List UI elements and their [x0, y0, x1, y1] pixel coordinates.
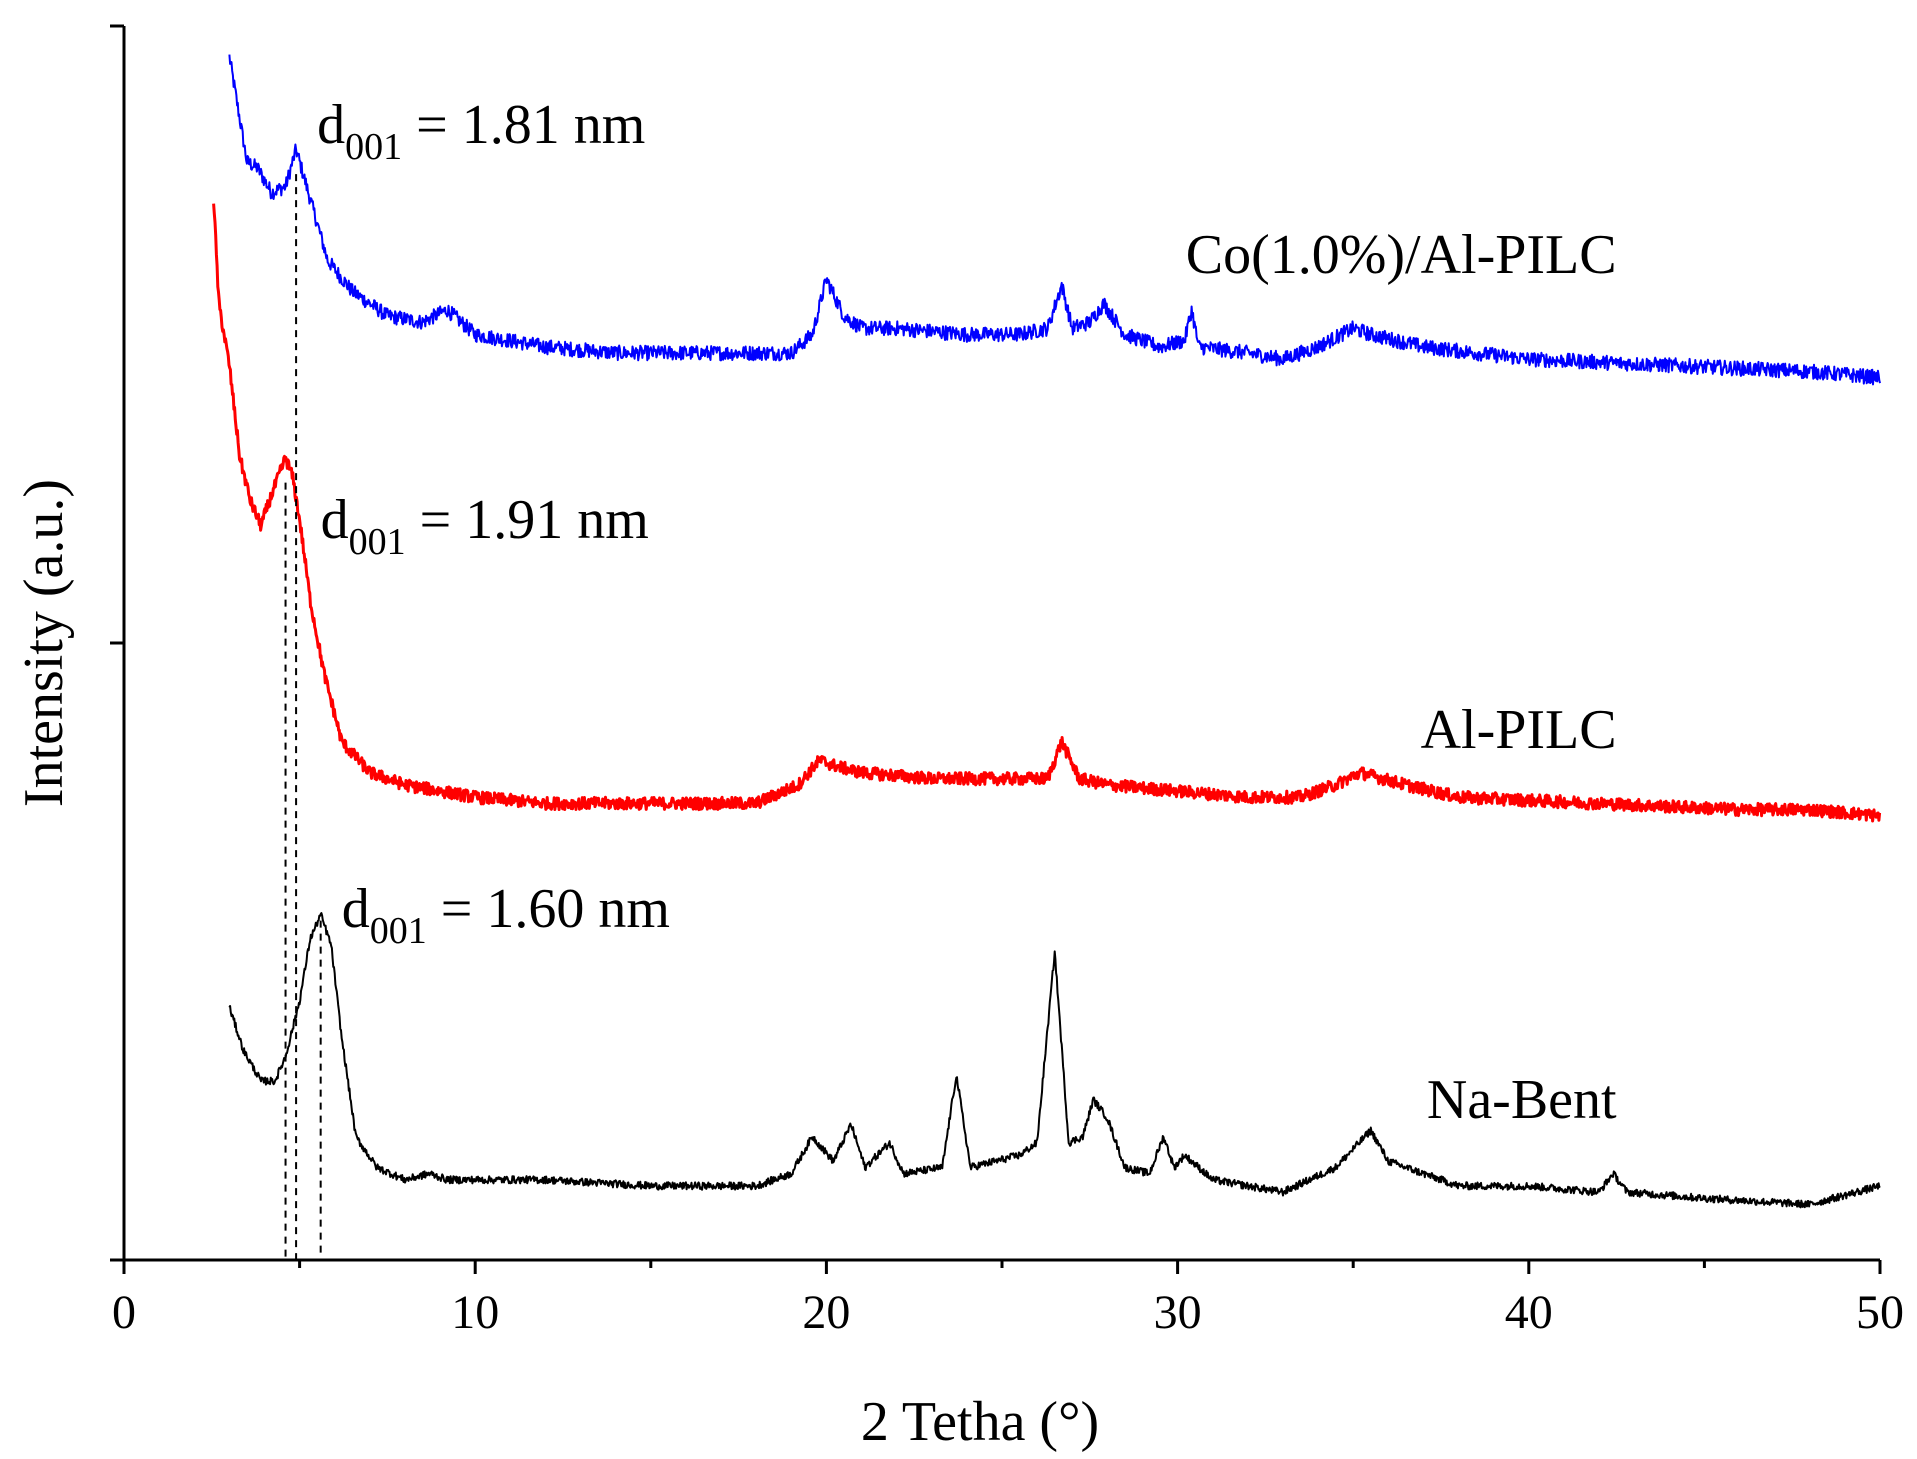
x-axis-title: 2 Tetha (°) [861, 1391, 1099, 1453]
series-label-layer: Co(1.0%)/Al-PILC Al-PILC Na-Bent [1186, 224, 1617, 1131]
d001-annotation: d001 = 1.81 nm [317, 94, 645, 168]
series-line-na-bent [228, 912, 1881, 1209]
series-label: Co(1.0%)/Al-PILC [1186, 224, 1617, 286]
x-tick-label: 40 [1505, 1286, 1553, 1339]
y-axis-title: Intensity (a.u.) [13, 479, 75, 807]
series-label: Al-PILC [1421, 699, 1617, 761]
series-line-co-1-0-al-pilc [228, 54, 1881, 386]
x-tick-label: 20 [802, 1286, 850, 1339]
d001-annotation: d001 = 1.60 nm [342, 878, 670, 952]
d001-annotation: d001 = 1.91 nm [321, 489, 649, 563]
series-label: Na-Bent [1427, 1069, 1617, 1131]
x-tick-label: 50 [1856, 1286, 1904, 1339]
annotation-layer: d001 = 1.81 nm d001 = 1.91 nm d001 = 1.60 … [284, 94, 670, 1260]
x-tick-label: 10 [451, 1286, 499, 1339]
series-line-al-pilc [212, 203, 1882, 823]
tick-layer: 0 10 20 30 40 50 [110, 24, 1904, 1339]
x-tick-label: 30 [1154, 1286, 1202, 1339]
series-layer [212, 54, 1882, 1209]
x-tick-label: 0 [112, 1286, 136, 1339]
